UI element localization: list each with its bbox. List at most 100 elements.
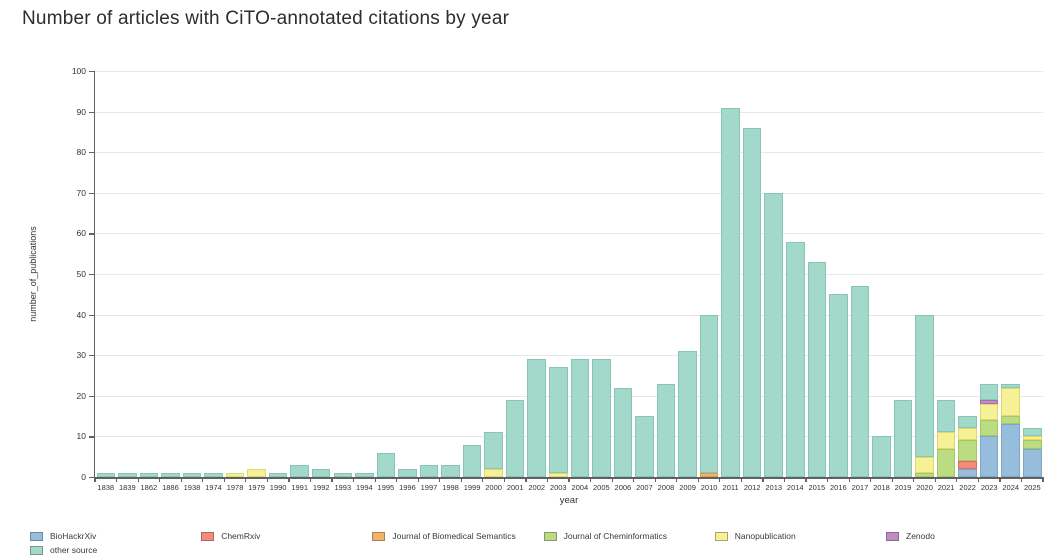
bar-segment: [915, 472, 934, 477]
bar-slot: 1998: [440, 71, 462, 492]
bar-segment: [484, 468, 503, 477]
bar-segment: [699, 472, 719, 477]
x-tick-label: 1994: [355, 483, 373, 492]
legend-swatch: [201, 531, 215, 541]
bar-slot: 2014: [785, 71, 807, 492]
x-tick-mark: [977, 477, 980, 482]
bar-segment: [742, 127, 762, 477]
y-tick-label: 100: [71, 66, 86, 76]
x-tick-label: 2009: [679, 483, 696, 492]
x-tick-mark: [870, 477, 872, 482]
bar-segment: [592, 359, 611, 477]
bar-slot: 2011: [720, 71, 742, 492]
x-tick-mark: [1042, 477, 1044, 482]
x-tick-label: 1862: [140, 483, 158, 492]
bar-segment: [979, 420, 999, 437]
y-tick-label: 20: [76, 390, 86, 401]
bar-segment: [958, 440, 977, 461]
legend-swatch: [714, 531, 728, 541]
bar-segment: [139, 472, 159, 477]
x-tick-label: 2015: [808, 483, 826, 492]
bar-segment: [850, 286, 870, 477]
bars-container: 1838 1839 1862 1886 1938 1974 1978 1979 1990 1991…: [94, 71, 1044, 492]
bar-slot: 2020: [914, 71, 936, 492]
bar-segment: [441, 464, 460, 477]
x-tick-label: 2000: [485, 483, 502, 492]
bar-slot: 2023: [978, 71, 1001, 492]
bar-segment: [204, 472, 223, 477]
gridline: [95, 233, 1043, 235]
bar-slot: 2022: [957, 71, 980, 492]
y-tick-label: 40: [76, 309, 86, 320]
x-tick-label: 2005: [593, 483, 610, 492]
x-tick-label: 1992: [312, 483, 330, 492]
legend-label: Journal of Cheminformatics: [563, 531, 668, 541]
bar-slot: 1839: [117, 71, 139, 492]
bar-segment: [656, 383, 676, 477]
bar-slot: 1992: [310, 71, 333, 492]
y-tick-label: 90: [76, 106, 86, 117]
gridline: [95, 192, 1043, 194]
bar-segment: [527, 359, 546, 477]
bar-slot: 1979: [246, 71, 268, 492]
bar-segment: [311, 468, 331, 477]
x-tick-label: 2007: [636, 483, 653, 492]
bar-segment: [355, 472, 374, 477]
x-tick-label: 1997: [420, 483, 438, 492]
bar-slot: 2005: [591, 71, 613, 492]
bar-slot: 2009: [677, 71, 699, 492]
y-tick-label: 70: [76, 187, 86, 198]
bar-segment: [398, 468, 417, 477]
bar-slot: 2000: [483, 71, 505, 492]
x-tick-mark: [676, 477, 678, 482]
x-tick-mark: [159, 477, 161, 482]
x-tick-mark: [740, 477, 742, 482]
x-tick-mark: [568, 477, 570, 482]
y-axis-label: number_of_publications: [28, 226, 38, 322]
x-tick-label: 2011: [722, 483, 739, 492]
legend-swatch: [886, 531, 899, 541]
x-axis-line: [93, 477, 1043, 479]
x-tick-label: 1999: [463, 483, 481, 492]
bar-segment: [635, 416, 654, 477]
bar-segment: [872, 436, 891, 477]
bar-segment: [958, 428, 977, 441]
x-tick-label: 1838: [97, 483, 115, 492]
bar-segment: [182, 472, 202, 477]
bar-segment: [1023, 440, 1042, 449]
bar-segment: [979, 383, 999, 400]
bar-segment: [613, 387, 633, 477]
bar-slot: 1993: [332, 71, 355, 492]
x-tick-label: 2021: [937, 483, 955, 492]
bar-slot: 2012: [741, 71, 764, 492]
y-tick-mark: [89, 274, 94, 276]
bar-segment: [936, 432, 956, 449]
bar-segment: [484, 432, 503, 469]
x-tick-label: 2016: [830, 483, 847, 492]
legend-item: Journal of Biomedical Semantics: [372, 531, 516, 541]
x-tick-mark: [956, 477, 958, 482]
gridline: [95, 274, 1043, 275]
x-tick-mark: [525, 477, 527, 482]
bar-segment: [936, 399, 956, 433]
x-tick-mark: [633, 477, 635, 482]
x-tick-mark: [266, 477, 268, 482]
x-tick-mark: [352, 477, 355, 482]
bar-segment: [1023, 428, 1042, 437]
x-tick-mark: [245, 477, 247, 482]
x-tick-mark: [396, 477, 398, 482]
legend-swatch: [543, 531, 557, 541]
x-tick-label: 1886: [162, 483, 179, 492]
legend-swatch: [30, 545, 43, 555]
bar-slot: 1995: [375, 71, 398, 492]
chart-title: Number of articles with CiTO-annotated c…: [22, 8, 510, 29]
bar-segment: [505, 399, 525, 477]
bar-slot: 1996: [397, 71, 419, 492]
gridline: [95, 395, 1043, 397]
bar-segment: [1023, 448, 1042, 477]
x-tick-mark: [223, 477, 225, 482]
bar-segment: [161, 472, 180, 477]
bar-segment: [376, 452, 396, 477]
x-tick-label: 2022: [959, 483, 976, 492]
x-tick-mark: [783, 477, 786, 482]
